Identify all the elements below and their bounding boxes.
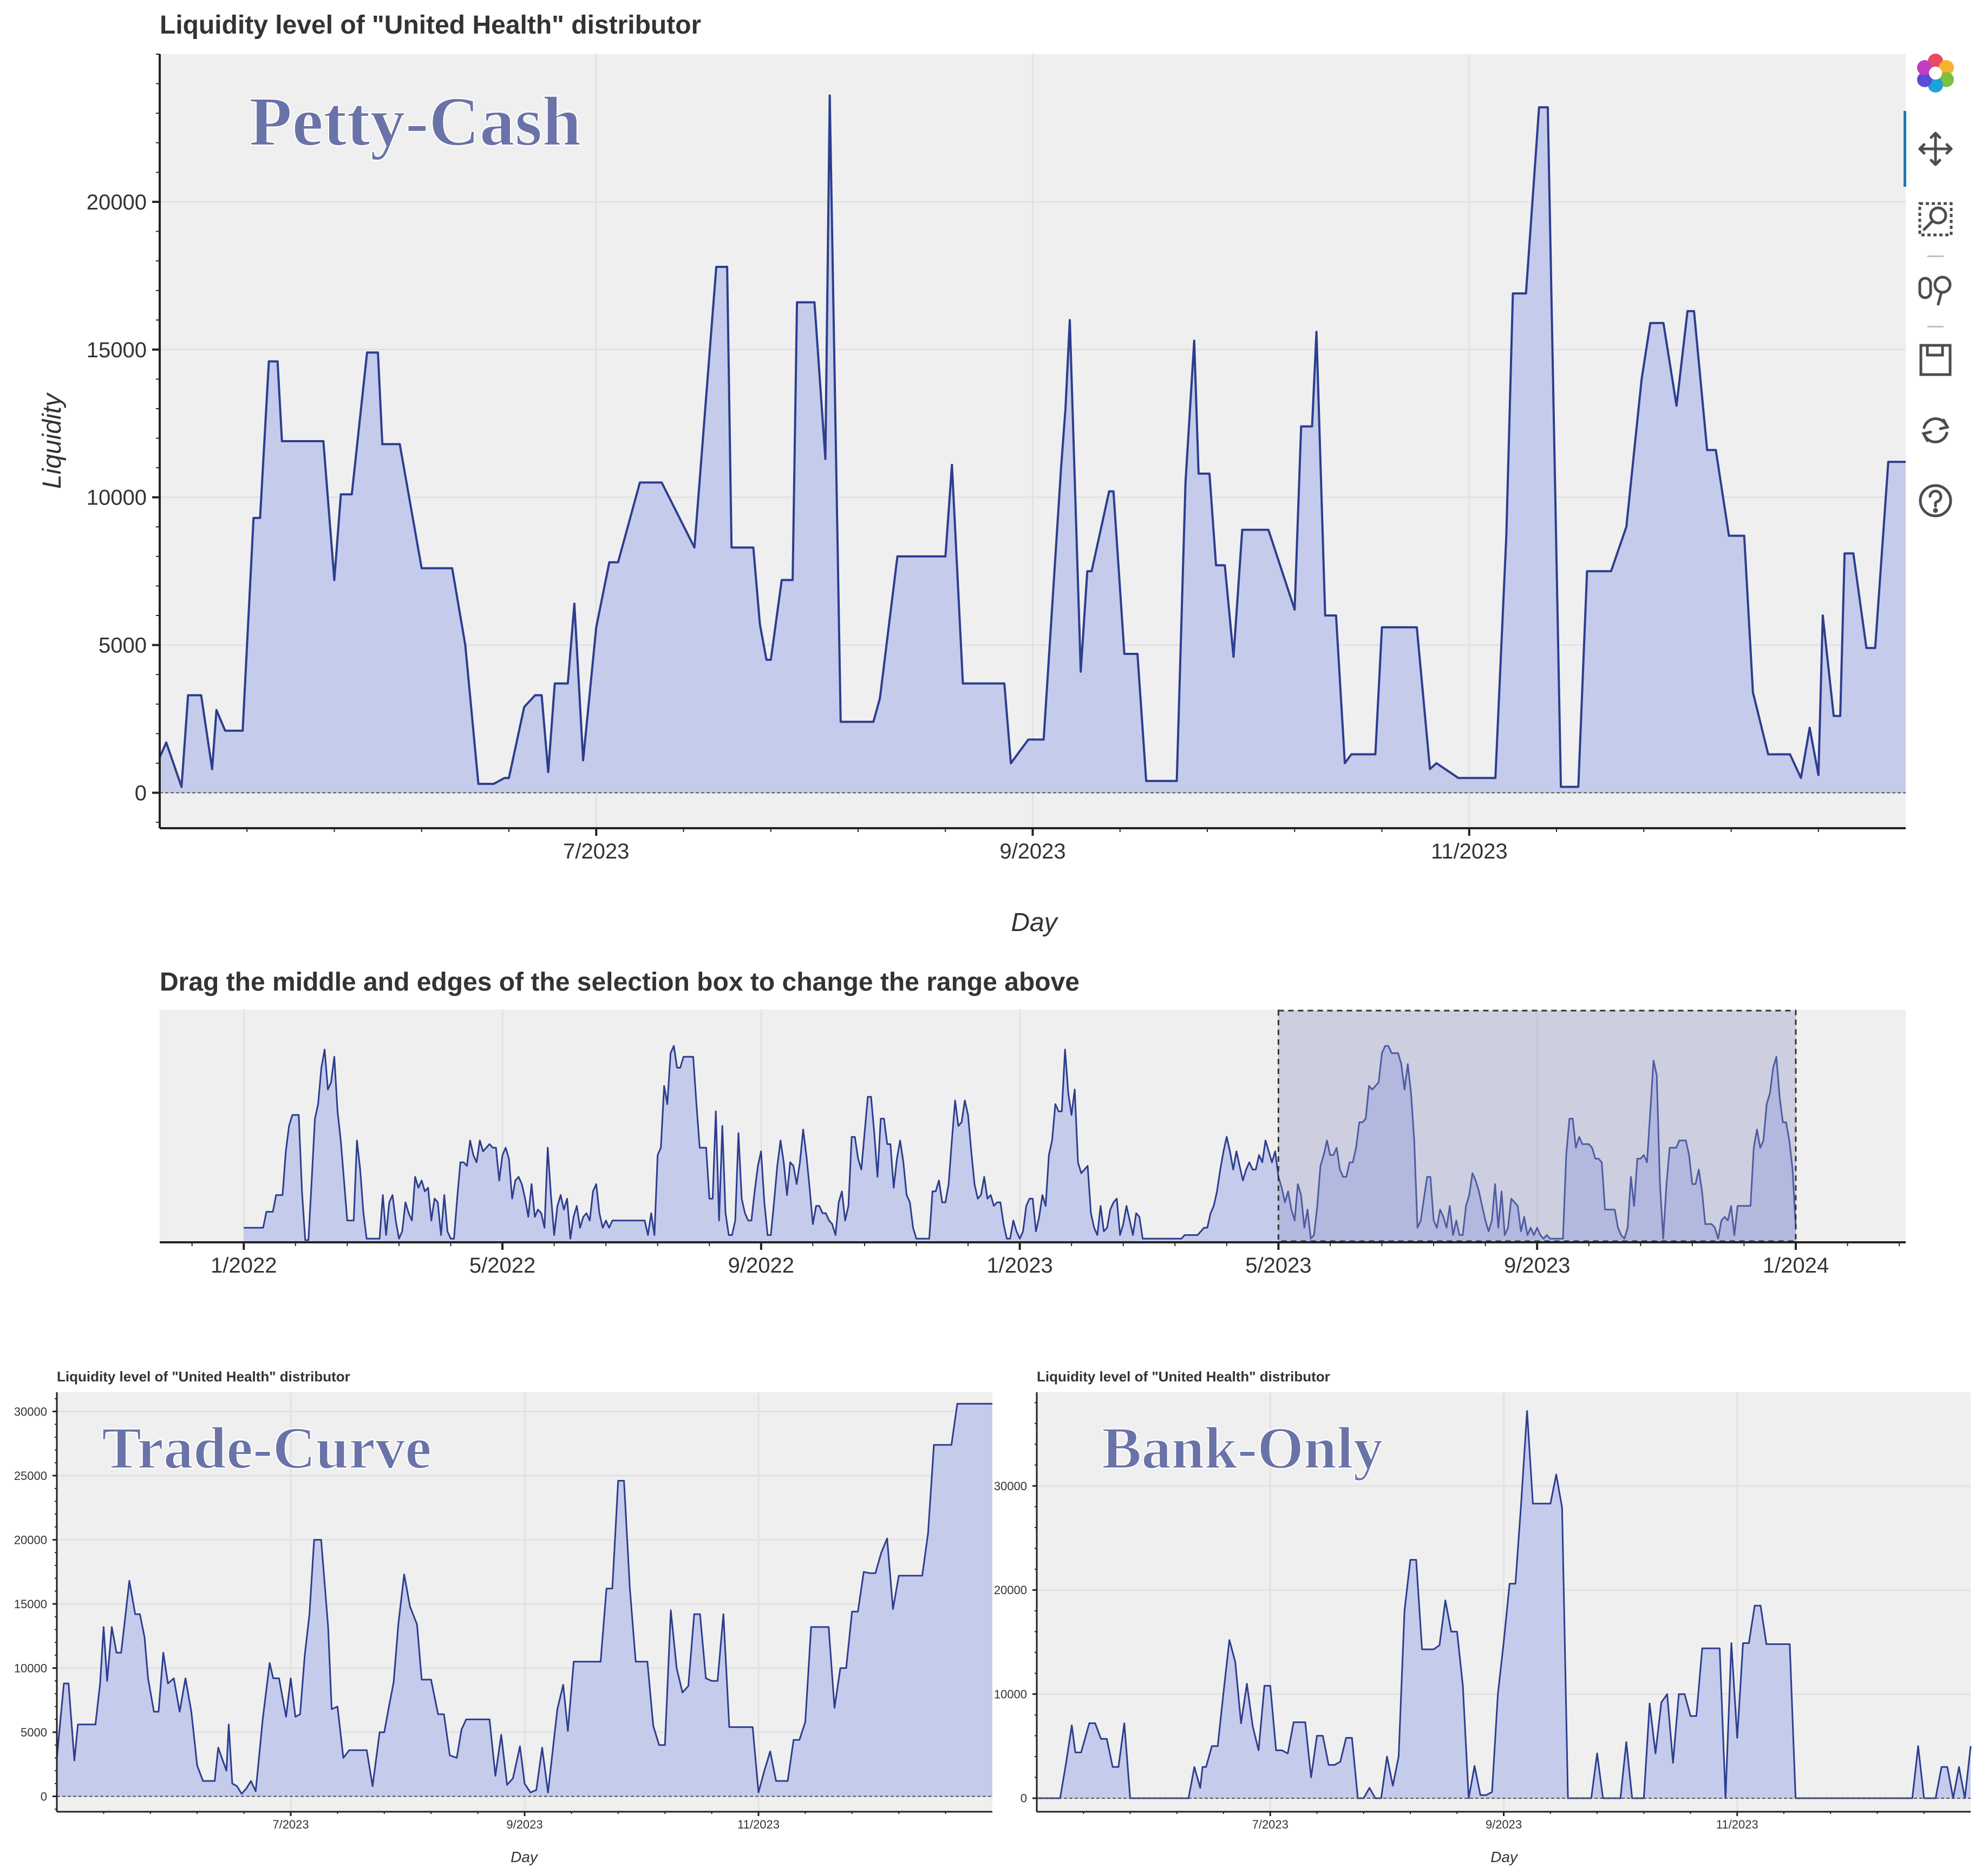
range-selection-box[interactable] (1277, 1010, 1797, 1242)
reset-icon[interactable] (1911, 406, 1960, 455)
y-tick-label: 25000 (14, 1469, 47, 1483)
range-chart-title: Drag the middle and edges of the selecti… (160, 968, 1080, 997)
x-tick-label: 5/2022 (469, 1254, 535, 1277)
y-tick-label: 30000 (994, 1479, 1027, 1493)
x-tick-label: 11/2023 (737, 1818, 780, 1831)
bank-axes: 7/2023 9/2023 11/2023 0 10000 20000 30000 (994, 1392, 1971, 1831)
y-tick-label: 20000 (87, 191, 147, 214)
trade-area-fill (57, 1404, 992, 1797)
y-tick-label: 10000 (14, 1661, 47, 1675)
bank-chart-title: Liquidity level of "United Health" distr… (1037, 1368, 1330, 1385)
bank-only-chart[interactable]: Liquidity level of "United Health" distr… (994, 1368, 1972, 1865)
x-tick-label: 9/2022 (728, 1254, 794, 1277)
main-y-axis-label: Liquidity (38, 392, 67, 489)
box-zoom-icon[interactable] (1911, 195, 1960, 244)
y-tick-label: 0 (1021, 1792, 1027, 1805)
bank-watermark: Bank-Only (1102, 1415, 1383, 1481)
range-axes: 1/2022 5/2022 9/2022 1/2023 5/2023 9/2023 1/20… (160, 1241, 1906, 1277)
save-icon[interactable] (1911, 336, 1960, 384)
x-tick-label: 11/2023 (1716, 1818, 1758, 1831)
x-tick-label: 7/2023 (563, 840, 629, 863)
y-tick-label: 20000 (994, 1583, 1027, 1597)
main-series-line (159, 94, 1906, 788)
x-tick-label: 7/2023 (1252, 1818, 1289, 1831)
x-tick-label: 1/2023 (986, 1254, 1052, 1277)
trade-axes: 7/2023 9/2023 11/2023 0 5000 10000 15000 20000 2… (14, 1392, 992, 1831)
main-chart-title: Liquidity level of "United Health" distr… (160, 11, 701, 40)
pan-icon[interactable] (1911, 125, 1960, 173)
x-tick-label: 7/2023 (272, 1818, 309, 1831)
trade-x-axis-label: Day (511, 1849, 539, 1865)
range-selector-chart[interactable]: Drag the middle and edges of the selecti… (160, 968, 1906, 1277)
range-area-fill (244, 1046, 1796, 1242)
y-tick-label: 15000 (14, 1597, 47, 1611)
bokeh-logo-icon[interactable] (1911, 49, 1960, 97)
wheel-zoom-icon[interactable] (1911, 265, 1960, 314)
y-tick-label: 5000 (21, 1726, 47, 1739)
y-tick-label: 15000 (87, 338, 147, 362)
main-x-axis-label: Day (1011, 908, 1058, 937)
range-series-line (244, 1045, 1797, 1241)
x-tick-label: 5/2023 (1245, 1254, 1311, 1277)
x-tick-label: 9/2023 (1486, 1818, 1522, 1831)
trade-series-line (56, 1403, 992, 1795)
x-tick-label: 1/2024 (1763, 1254, 1829, 1277)
x-tick-label: 9/2023 (1504, 1254, 1570, 1277)
bank-x-axis-label: Day (1490, 1849, 1519, 1865)
main-watermark: Petty-Cash (249, 83, 581, 161)
trade-watermark: Trade-Curve (102, 1415, 431, 1481)
y-tick-label: 20000 (14, 1533, 47, 1547)
toolbar-separator (1927, 326, 1944, 327)
y-tick-label: 10000 (994, 1687, 1027, 1701)
y-tick-label: 30000 (14, 1405, 47, 1418)
y-tick-label: 10000 (87, 486, 147, 510)
y-tick-label: 5000 (99, 634, 147, 658)
trade-curve-chart[interactable]: Liquidity level of "United Health" distr… (14, 1368, 992, 1865)
chart-toolbar (1904, 49, 1965, 536)
y-tick-label: 0 (135, 782, 147, 805)
main-axes: 7/2023 9/2023 11/2023 0 5000 10000 15000 20000 (87, 54, 1906, 863)
y-tick-label: 0 (41, 1790, 47, 1803)
active-tool-indicator (1904, 111, 1906, 187)
toolbar-separator (1927, 255, 1944, 257)
main-chart[interactable]: Liquidity level of "United Health" distr… (38, 11, 1906, 937)
x-tick-label: 9/2023 (506, 1818, 542, 1831)
help-icon[interactable] (1911, 476, 1960, 525)
x-tick-label: 11/2023 (1431, 840, 1508, 863)
x-tick-label: 1/2022 (211, 1254, 277, 1277)
trade-chart-title: Liquidity level of "United Health" distr… (57, 1368, 350, 1385)
bank-area-fill (1037, 1411, 1971, 1798)
main-area-fill (160, 95, 1906, 793)
x-tick-label: 9/2023 (999, 840, 1065, 863)
